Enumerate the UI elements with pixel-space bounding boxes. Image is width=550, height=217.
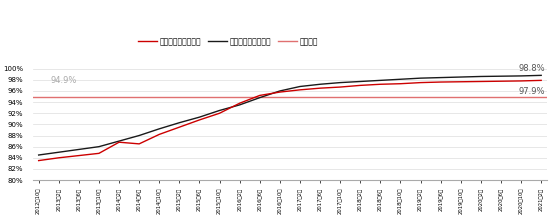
不含额外的训练数据 [277, 91, 283, 93]
含有额外的训练数据 [538, 74, 544, 77]
不含额外的训练数据 [156, 133, 163, 136]
不含额外的训练数据 [236, 102, 243, 105]
含有额外的训练数据 [277, 90, 283, 92]
不含额外的训练数据 [75, 154, 82, 157]
不含额外的训练数据 [377, 83, 384, 85]
不含额外的训练数据 [56, 156, 62, 159]
含有额外的训练数据 [437, 76, 444, 79]
含有额外的训练数据 [477, 75, 484, 78]
不含额外的训练数据 [498, 80, 504, 82]
含有额外的训练数据 [136, 134, 142, 137]
含有额外的训练数据 [417, 77, 424, 79]
不含额外的训练数据 [317, 87, 323, 89]
含有额外的训练数据 [216, 109, 223, 112]
含有额外的训练数据 [337, 81, 344, 84]
含有额外的训练数据 [56, 151, 62, 154]
含有额外的训练数据 [116, 140, 122, 142]
不含额外的训练数据 [196, 119, 203, 121]
不含额外的训练数据 [458, 81, 464, 83]
含有额外的训练数据 [317, 83, 323, 85]
不含额外的训练数据 [437, 81, 444, 83]
不含额外的训练数据 [337, 86, 344, 88]
不含额外的训练数据 [357, 84, 364, 87]
含有额外的训练数据 [75, 148, 82, 151]
Legend: 不含额外的训练数据, 含有额外的训练数据, 人类水平: 不含额外的训练数据, 含有额外的训练数据, 人类水平 [135, 34, 321, 49]
Text: 98.8%: 98.8% [519, 64, 545, 72]
不含额外的训练数据 [176, 126, 183, 128]
含有额外的训练数据 [96, 145, 102, 148]
不含额外的训练数据 [518, 80, 524, 82]
Text: 97.9%: 97.9% [519, 87, 545, 96]
含有额外的训练数据 [357, 80, 364, 83]
人类水平 [56, 96, 62, 98]
不含额外的训练数据 [296, 89, 303, 91]
含有额外的训练数据 [35, 154, 42, 156]
含有额外的训练数据 [296, 85, 303, 88]
含有额外的训练数据 [397, 78, 404, 81]
不含额外的训练数据 [116, 141, 122, 143]
不含额外的训练数据 [397, 82, 404, 85]
含有额外的训练数据 [196, 116, 203, 118]
不含额外的训练数据 [417, 81, 424, 84]
含有额外的训练数据 [458, 76, 464, 78]
含有额外的训练数据 [518, 75, 524, 77]
含有额外的训练数据 [156, 128, 163, 130]
不含额外的训练数据 [216, 112, 223, 115]
不含额外的训练数据 [136, 143, 142, 145]
含有额外的训练数据 [498, 75, 504, 77]
Line: 含有额外的训练数据: 含有额外的训练数据 [39, 75, 541, 155]
不含额外的训练数据 [96, 152, 102, 155]
不含额外的训练数据 [35, 159, 42, 162]
含有额外的训练数据 [256, 96, 263, 99]
人类水平 [35, 96, 42, 98]
不含额外的训练数据 [256, 94, 263, 97]
不含额外的训练数据 [538, 79, 544, 82]
含有额外的训练数据 [176, 121, 183, 124]
含有额外的训练数据 [377, 79, 384, 82]
Line: 不含额外的训练数据: 不含额外的训练数据 [39, 80, 541, 161]
不含额外的训练数据 [477, 80, 484, 83]
Text: 94.9%: 94.9% [51, 76, 77, 85]
含有额外的训练数据 [236, 104, 243, 106]
